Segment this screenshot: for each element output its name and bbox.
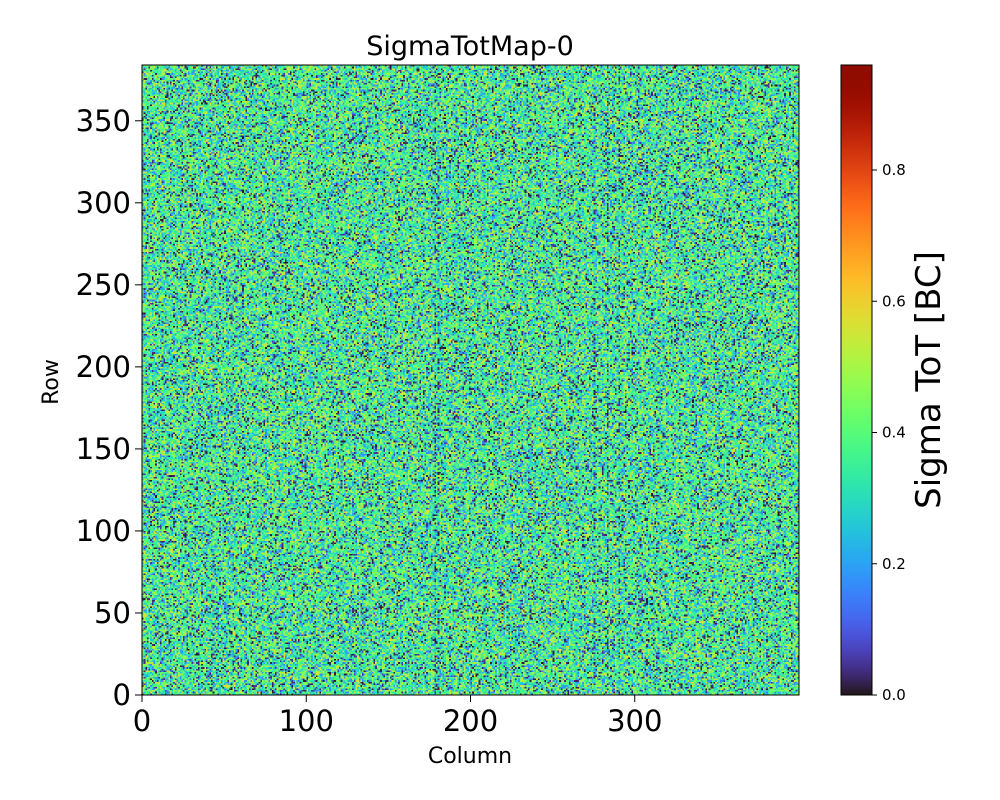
x-tick-label: 100 (279, 704, 334, 738)
y-tick-label: 200 (76, 350, 131, 384)
colorbar-tick-label: 0.2 (882, 555, 906, 573)
y-tick-label: 250 (76, 268, 131, 302)
plot-frame (141, 64, 800, 696)
y-tick-label: 50 (94, 596, 131, 630)
y-tick-label: 150 (76, 432, 131, 466)
colorbar-tick-label: 0.0 (882, 686, 906, 704)
colorbar-frame (840, 64, 873, 696)
y-tick-label: 350 (76, 104, 131, 138)
colorbar-ticks: 0.0 0.2 0.4 0.6 0.8 (872, 161, 906, 704)
y-tick-label: 100 (76, 514, 131, 548)
colorbar-tick-label: 0.8 (882, 161, 906, 179)
y-axis-label: Row (39, 359, 64, 405)
chart-title: SigmaTotMap-0 (366, 31, 574, 62)
x-tick-label: 0 (133, 704, 151, 738)
y-tick-label: 300 (76, 186, 131, 220)
y-axis-ticks: 0 50 100 150 200 250 300 350 (76, 104, 142, 712)
heatmap-image (142, 65, 799, 695)
y-tick-label: 0 (113, 678, 131, 712)
colorbar-tick-label: 0.4 (882, 424, 906, 442)
x-axis-label: Column (428, 744, 512, 769)
x-tick-label: 300 (607, 704, 662, 738)
colorbar-label: Sigma ToT [BC] (909, 251, 949, 509)
colorbar-tick-label: 0.6 (882, 292, 906, 310)
x-tick-label: 200 (443, 704, 498, 738)
colorbar-gradient (841, 65, 872, 695)
x-axis-ticks: 0 100 200 300 (133, 695, 662, 738)
